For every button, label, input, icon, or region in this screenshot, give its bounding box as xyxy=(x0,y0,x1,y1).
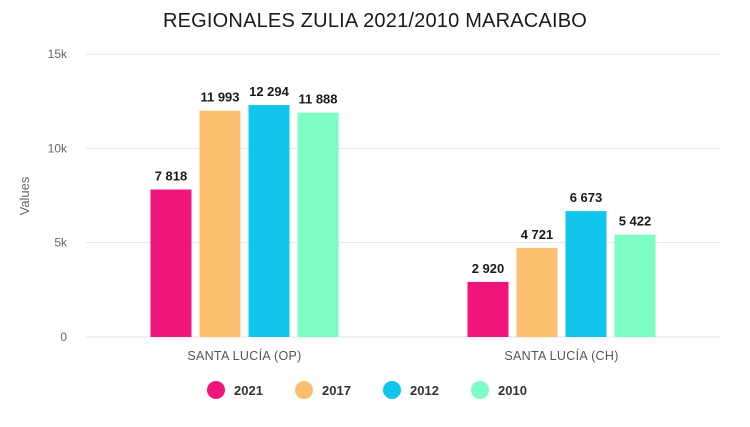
bar-2017 xyxy=(199,110,241,338)
bar-2012 xyxy=(565,211,607,337)
legend: 2021 2017 2012 2010 xyxy=(207,381,527,399)
x-category-label: SANTA LUCÍA (CH) xyxy=(504,348,618,363)
legend-label: 2021 xyxy=(234,383,263,398)
legend-swatch xyxy=(295,381,313,399)
y-axis-ticks: 0 5k 10k 15k xyxy=(48,47,68,344)
legend-label: 2012 xyxy=(410,383,439,398)
legend-swatch xyxy=(383,381,401,399)
y-tick-label: 15k xyxy=(48,47,68,61)
x-category-label: SANTA LUCÍA (OP) xyxy=(187,348,301,363)
bars xyxy=(150,105,656,338)
data-label: 12 294 xyxy=(249,84,290,99)
gridlines xyxy=(86,53,720,338)
bar-2021 xyxy=(150,189,192,337)
legend-swatch xyxy=(207,381,225,399)
legend-swatch xyxy=(471,381,489,399)
chart-title: REGIONALES ZULIA 2021/2010 MARACAIBO xyxy=(163,10,587,32)
data-label: 11 993 xyxy=(200,90,239,105)
data-labels: 7 818 11 993 12 294 11 888 2 920 4 721 6 673 5 … xyxy=(155,84,652,276)
y-tick-label: 0 xyxy=(60,330,67,344)
bar-2012 xyxy=(248,105,290,338)
legend-label: 2017 xyxy=(322,383,351,398)
legend-item-2021[interactable]: 2021 xyxy=(207,381,263,399)
data-label: 11 888 xyxy=(298,92,337,107)
data-label: 4 721 xyxy=(521,227,554,242)
legend-item-2012[interactable]: 2012 xyxy=(383,381,439,399)
legend-label: 2010 xyxy=(498,383,527,398)
data-label: 6 673 xyxy=(570,190,603,205)
y-tick-label: 5k xyxy=(54,236,68,250)
y-axis-label: Values xyxy=(17,176,32,215)
bar-2010 xyxy=(297,112,339,337)
data-label: 2 920 xyxy=(472,261,505,276)
y-tick-label: 10k xyxy=(48,141,68,155)
legend-item-2017[interactable]: 2017 xyxy=(295,381,351,399)
x-axis-categories: SANTA LUCÍA (OP) SANTA LUCÍA (CH) xyxy=(187,348,618,363)
data-label: 5 422 xyxy=(619,214,652,229)
legend-item-2010[interactable]: 2010 xyxy=(471,381,527,399)
bar-2010 xyxy=(614,234,656,337)
bar-2021 xyxy=(467,281,509,337)
bar-2017 xyxy=(516,247,558,337)
data-label: 7 818 xyxy=(155,169,188,184)
